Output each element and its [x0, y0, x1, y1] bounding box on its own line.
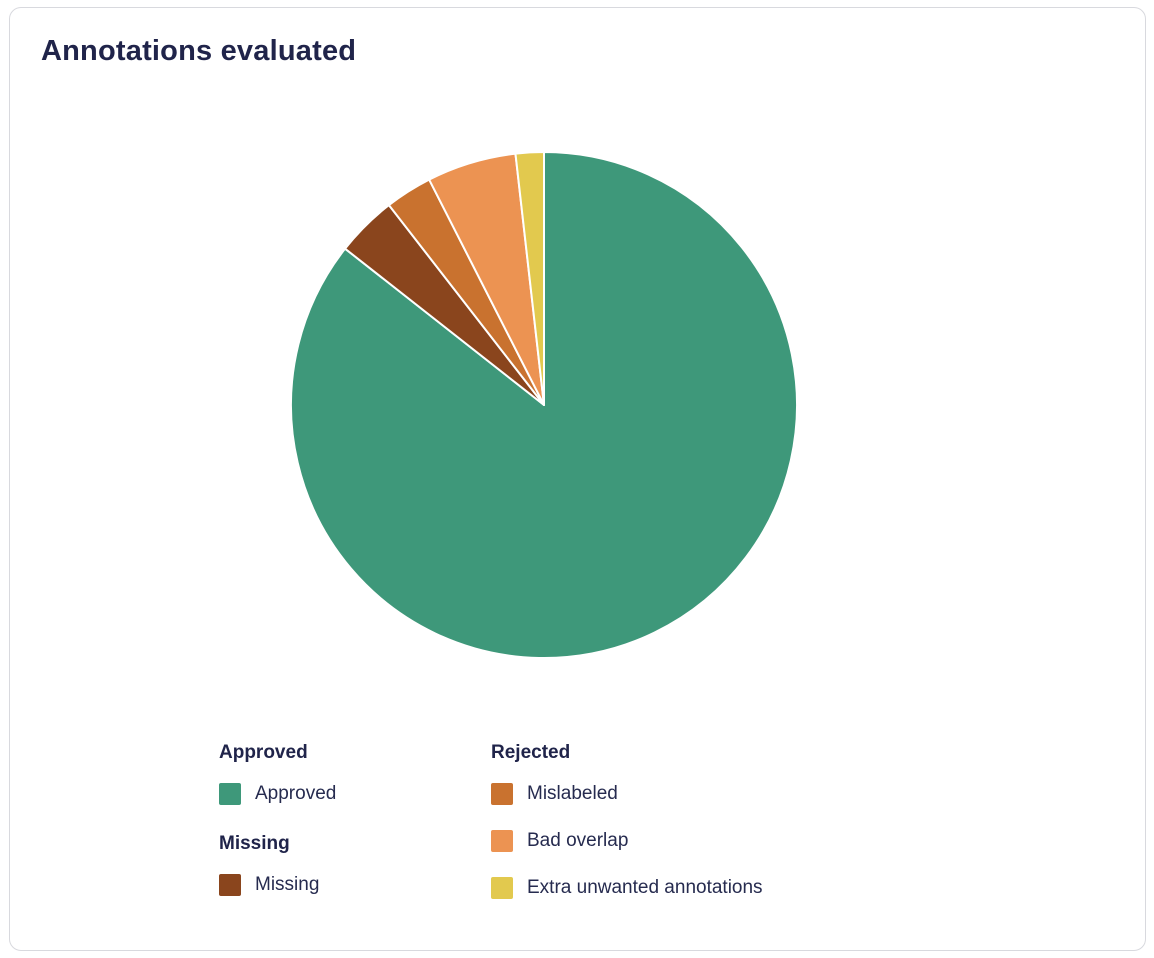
pie-chart — [290, 151, 798, 659]
legend-group-approved: Approved Approved — [219, 741, 469, 806]
legend-item-label-approved: Approved — [255, 783, 337, 804]
legend-item-bad-overlap[interactable]: Bad overlap — [491, 829, 891, 853]
pie-slice-extra-unwanted-annotations[interactable] — [514, 151, 545, 406]
annotations-evaluated-card: Annotations evaluated Approved Approved … — [9, 7, 1146, 951]
legend-item-mislabeled[interactable]: Mislabeled — [491, 782, 891, 806]
legend-swatch-bad-overlap — [491, 830, 513, 852]
legend-swatch-mislabeled — [491, 783, 513, 805]
legend-swatch-missing — [219, 874, 241, 896]
legend-group-title-rejected: Rejected — [491, 742, 571, 763]
legend-swatch-approved — [219, 783, 241, 805]
legend-group-title-missing: Missing — [219, 833, 290, 854]
legend-column-left: Approved Approved Missing Missing — [219, 741, 469, 923]
legend-item-extra-unwanted-annotations[interactable]: Extra unwanted annotations — [491, 876, 891, 900]
legend-item-label-extra-unwanted-annotations: Extra unwanted annotations — [527, 877, 763, 898]
legend-group-rejected: Rejected Mislabeled Bad overlap Extra un… — [491, 741, 891, 900]
legend-item-approved[interactable]: Approved — [219, 782, 469, 806]
legend-column-right: Rejected Mislabeled Bad overlap Extra un… — [491, 741, 891, 926]
legend-item-label-mislabeled: Mislabeled — [527, 783, 618, 804]
legend-group-title-approved: Approved — [219, 742, 308, 763]
legend-item-label-missing: Missing — [255, 874, 320, 895]
legend-item-label-bad-overlap: Bad overlap — [527, 830, 629, 851]
legend-item-missing[interactable]: Missing — [219, 873, 469, 897]
legend-swatch-extra-unwanted-annotations — [491, 877, 513, 899]
legend-group-missing: Missing Missing — [219, 832, 469, 897]
page-title: Annotations evaluated — [41, 35, 357, 67]
